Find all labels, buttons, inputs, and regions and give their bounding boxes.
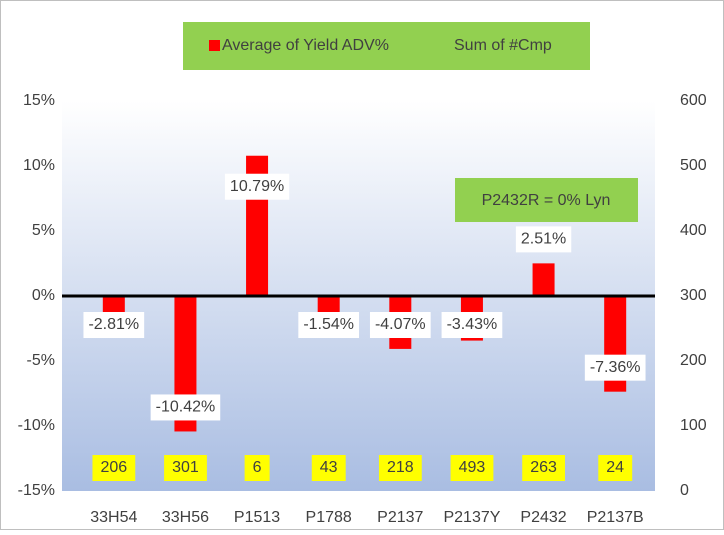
bar	[317, 296, 340, 317]
data-label-box	[244, 455, 270, 481]
y2-tick-label: 500	[680, 157, 707, 174]
legend-label: Sum of #Cmp	[454, 37, 552, 54]
data-label-box	[515, 226, 572, 253]
data-label: 493	[459, 459, 486, 476]
data-label-box	[92, 455, 136, 481]
data-label: -10.42%	[156, 399, 216, 416]
data-label: 43	[320, 459, 338, 476]
y-tick-label: 10%	[23, 157, 55, 174]
y-tick-label: -10%	[18, 417, 55, 434]
data-label: -2.81%	[88, 316, 139, 333]
data-label: -7.36%	[590, 359, 641, 376]
y2-tick-label: 200	[680, 352, 707, 369]
annotation-box	[455, 178, 638, 222]
annotation: P2432R = 0% Lyn	[482, 192, 611, 209]
x-tick-label: P2137B	[587, 509, 644, 526]
legend-label: Average of Yield ADV%	[222, 37, 389, 54]
data-label: 2.51%	[521, 231, 566, 248]
data-label: 263	[530, 459, 557, 476]
data-label-box	[224, 173, 290, 200]
data-label-box	[522, 455, 566, 481]
y2-tick-label: 300	[680, 287, 707, 304]
data-label-box	[298, 312, 360, 338]
y-tick-label: -15%	[18, 482, 55, 499]
legend-swatch	[209, 40, 220, 51]
data-label: 206	[100, 459, 127, 476]
y-tick-label: 5%	[32, 222, 55, 239]
y2-tick-label: 400	[680, 222, 707, 239]
y-tick-label: 15%	[23, 92, 55, 109]
x-tick-label: P2137Y	[443, 509, 500, 526]
data-label-box	[164, 455, 207, 481]
data-label: 301	[172, 459, 199, 476]
y2-tick-label: 0	[680, 482, 689, 499]
data-label: -4.07%	[375, 316, 426, 333]
data-label: 6	[253, 459, 262, 476]
data-label: 218	[387, 459, 414, 476]
data-label-box	[441, 312, 503, 338]
x-tick-label: 33H54	[90, 509, 137, 526]
legend	[183, 22, 590, 70]
data-label-box	[598, 455, 633, 481]
data-label-box	[584, 354, 646, 381]
x-tick-label: P1513	[234, 509, 280, 526]
data-label-box	[83, 312, 145, 338]
x-tick-label: P2432	[520, 509, 566, 526]
data-label-box	[311, 455, 346, 481]
data-label-box	[150, 394, 221, 421]
data-label-box	[378, 455, 422, 481]
y2-tick-label: 600	[680, 92, 707, 109]
data-label-box	[369, 312, 431, 338]
x-tick-label: P2137	[377, 509, 423, 526]
data-label: -1.54%	[303, 316, 354, 333]
data-label-box	[450, 455, 494, 481]
y-tick-label: 0%	[32, 287, 55, 304]
y2-tick-label: 100	[680, 417, 707, 434]
x-tick-label: 33H56	[162, 509, 209, 526]
y-tick-label: -5%	[27, 352, 55, 369]
data-label: -3.43%	[447, 316, 498, 333]
data-label: 10.79%	[230, 178, 284, 195]
data-label: 24	[606, 459, 624, 476]
bar	[532, 263, 555, 296]
x-tick-label: P1788	[306, 509, 352, 526]
